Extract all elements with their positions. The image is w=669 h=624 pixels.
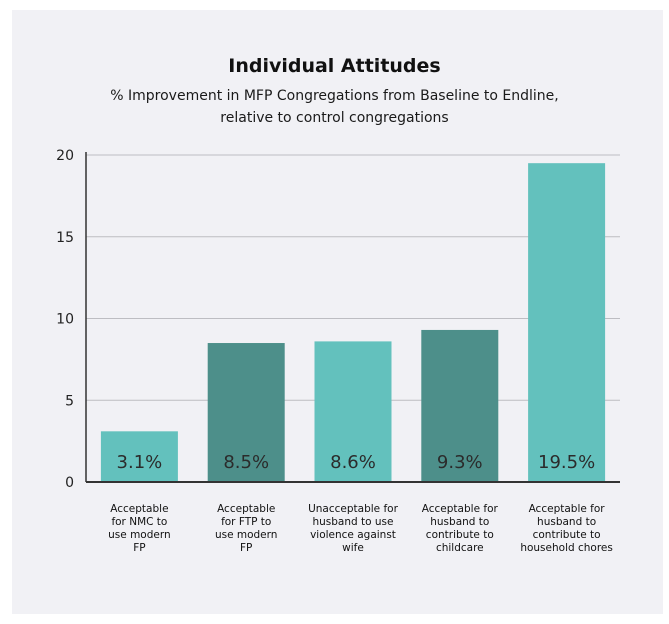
x-tick-label: Unacceptable for husband to use violence a… (308, 503, 398, 554)
data-label: 3.1% (117, 452, 163, 473)
data-label: 19.5% (538, 452, 595, 473)
bar (207, 343, 285, 482)
data-label: 8.5% (223, 452, 269, 473)
y-tick-label: 15 (56, 230, 74, 246)
chart-title: Individual Attitudes (228, 55, 441, 77)
bar (314, 341, 392, 482)
y-tick-label: 5 (65, 393, 74, 409)
y-tick-label: 0 (65, 475, 74, 491)
x-tick-label: Acceptable for NMC to use modern FP (108, 503, 171, 554)
y-tick-label: 20 (56, 148, 74, 164)
x-tick-label: Acceptable for husband to contribute to chi… (422, 503, 499, 554)
bar (528, 163, 606, 483)
chart-subtitle-line-1: % Improvement in MFP Congregations from … (110, 88, 559, 104)
chart-subtitle-line-2: relative to control congregations (220, 110, 449, 126)
bar (100, 431, 178, 482)
x-tick-label: Acceptable for husband to contribute to hou… (520, 503, 613, 554)
bar (421, 329, 499, 482)
data-label: 9.3% (437, 452, 483, 473)
x-tick-label: Acceptable for FTP to use modern FP (215, 503, 278, 554)
data-label: 8.6% (330, 452, 376, 473)
y-tick-label: 10 (56, 312, 74, 328)
